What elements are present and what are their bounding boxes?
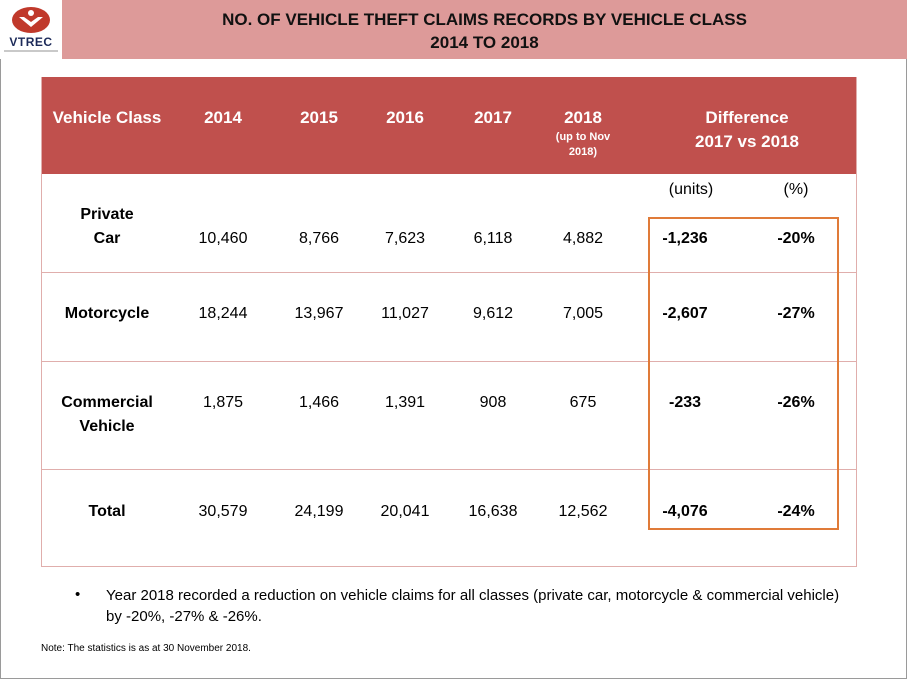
table-cell: 7,005 (562, 305, 604, 322)
title-line-1: NO. OF VEHICLE THEFT CLAIMS RECORDS BY V… (222, 10, 747, 29)
table-cell: 10,460 (198, 230, 248, 247)
diff-percent-cell: -26% (777, 394, 815, 411)
table-cell: 16,638 (468, 503, 518, 520)
table-cell: 908 (479, 394, 507, 411)
table-cell: 1,875 (202, 394, 244, 411)
header-2018: 2018 (564, 108, 602, 127)
diff-units-cell: -233 (668, 394, 702, 411)
bullet-icon: • (75, 586, 81, 603)
title-band (0, 0, 907, 59)
row-divider (41, 469, 857, 470)
diff-units-cell: -2,607 (662, 305, 708, 322)
row-label-commercial-vehicle: Commercial Vehicle (61, 394, 153, 435)
diff-percent-cell: -20% (777, 230, 815, 247)
page-title: NO. OF VEHICLE THEFT CLAIMS RECORDS BY V… (62, 8, 907, 54)
table-cell: 675 (569, 394, 597, 411)
header-2014: 2014 (204, 108, 242, 127)
row-label-motorcycle: Motorcycle (64, 305, 150, 322)
diff-units-cell: -1,236 (662, 230, 708, 247)
header-vehicle-class: Vehicle Class (52, 108, 162, 127)
header-2016: 2016 (386, 108, 424, 127)
table-cell: 9,612 (472, 305, 514, 322)
table-cell: 12,562 (558, 503, 608, 520)
table-border-bottom (41, 566, 857, 567)
table-cell: 8,766 (298, 230, 340, 247)
header-difference-1: Difference (705, 108, 789, 127)
table-cell: 24,199 (294, 503, 344, 520)
table-border-left (41, 77, 42, 567)
logo-text: VTREC (9, 35, 53, 49)
header-difference-2: 2017 vs 2018 (695, 132, 799, 151)
diff-units-cell: -4,076 (662, 503, 708, 520)
percent-subheader: (%) (783, 181, 809, 198)
table-cell: 1,391 (384, 394, 426, 411)
header-2017: 2017 (474, 108, 512, 127)
table-cell: 11,027 (381, 305, 429, 322)
table-cell: 20,041 (380, 503, 430, 520)
bullet-text: Year 2018 recorded a reduction on vehicl… (106, 587, 840, 625)
table-cell: 30,579 (198, 503, 248, 520)
table-header (41, 77, 857, 174)
row-divider (41, 272, 857, 273)
claims-table: Vehicle Class 2014 2015 2016 2017 2018 (… (41, 77, 857, 567)
table-cell: 4,882 (562, 230, 604, 247)
title-line-2: 2014 TO 2018 (430, 33, 539, 52)
logo-tagline (4, 50, 58, 52)
difference-highlight-box (648, 217, 839, 530)
logo-emblem-icon (12, 7, 50, 33)
table-cell: 1,466 (298, 394, 340, 411)
table-cell: 6,118 (473, 230, 513, 247)
row-divider (41, 361, 857, 362)
table-cell: 7,623 (384, 230, 426, 247)
logo: VTREC (0, 0, 62, 59)
header-2015: 2015 (300, 108, 338, 127)
header-2018-sub-2: 2018) (568, 146, 598, 158)
header-2018-sub-1: (up to Nov (555, 131, 611, 143)
row-label-total: Total (88, 503, 126, 520)
table-cell: 13,967 (294, 305, 344, 322)
table-cell: 18,244 (198, 305, 248, 322)
row-label-private-car: Private Car (80, 206, 134, 247)
units-subheader: (units) (668, 181, 714, 198)
diff-percent-cell: -27% (777, 305, 815, 322)
footnote: Note: The statistics is as at 30 Novembe… (41, 643, 251, 654)
diff-percent-cell: -24% (777, 503, 815, 520)
table-border-right (856, 77, 857, 567)
